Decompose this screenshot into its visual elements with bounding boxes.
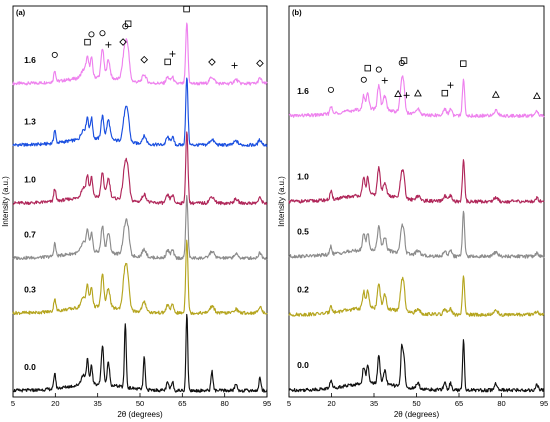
x-tick-label: 65	[455, 399, 463, 408]
marker-diamond	[208, 58, 216, 66]
marker-circle	[360, 76, 367, 83]
marker-square	[441, 89, 449, 97]
series-label: 1.6	[297, 86, 309, 96]
series-line-0.2	[288, 275, 545, 317]
series-label: 0.5	[297, 226, 309, 236]
series-label: 0.3	[24, 284, 36, 294]
series-line-0.7	[12, 195, 268, 261]
marker-triangle	[491, 90, 500, 98]
marker-square	[124, 20, 132, 27]
series-line-1.0	[288, 159, 545, 204]
marker-square	[183, 5, 190, 13]
series-label: 0.0	[297, 360, 309, 370]
marker-square	[164, 58, 171, 66]
series-label: 1.0	[24, 174, 36, 184]
series-line-0.5	[288, 210, 545, 259]
marker-square	[460, 60, 467, 67]
x-tick-label: 5	[11, 399, 15, 408]
y-axis-title: Intensity (a.u.)	[1, 176, 10, 227]
series-line-0.3	[12, 239, 268, 316]
marker-plus	[231, 62, 238, 69]
marker-diamond	[119, 38, 127, 46]
x-axis-title: 2θ (degrees)	[117, 410, 163, 419]
series-label: 0.2	[297, 285, 309, 295]
x-tick-label: 80	[220, 399, 228, 408]
marker-plus	[447, 82, 454, 89]
marker-circle	[51, 51, 58, 58]
series-line-0.0	[12, 313, 268, 393]
panel-label: (a)	[16, 8, 26, 17]
series-label: 0.0	[24, 362, 36, 372]
marker-circle	[99, 30, 106, 37]
marker-triangle	[532, 91, 541, 100]
panel-label: (b)	[292, 8, 302, 17]
series-line-1.6	[288, 75, 545, 119]
x-tick-label: 65	[178, 399, 186, 408]
marker-circle	[88, 31, 95, 38]
marker-square	[364, 64, 371, 72]
x-tick-label: 35	[370, 399, 378, 408]
marker-diamond	[256, 59, 264, 68]
series-label: 1.3	[24, 116, 36, 126]
x-tick-label: 50	[136, 399, 144, 408]
marker-triangle	[413, 89, 422, 97]
panel-a: (a) 5 20 35 50 65 80 95 2θ (degrees) Intensity (a…	[1, 5, 271, 419]
x-tick-label: 20	[327, 399, 335, 408]
x-tick-label: 80	[497, 399, 505, 408]
x-axis-title: 2θ (degrees)	[394, 410, 440, 419]
marker-diamond	[140, 55, 149, 64]
marker-plus	[105, 41, 112, 48]
series-line-1.3	[12, 77, 268, 147]
y-axis-title: Intensity (a.u.)	[277, 176, 286, 227]
marker-plus	[403, 92, 410, 99]
x-tick-label: 20	[51, 399, 59, 408]
series-line-0.0	[288, 339, 545, 393]
marker-plus	[169, 50, 176, 57]
marker-square	[84, 38, 91, 46]
marker-circle	[375, 66, 382, 73]
marker-square	[400, 57, 408, 64]
x-tick-label: 95	[540, 399, 548, 408]
x-tick-label: 5	[287, 399, 291, 408]
series-label: 1.0	[297, 172, 309, 182]
series-line-1.6	[12, 22, 268, 86]
x-tick-label: 35	[93, 399, 101, 408]
panel-b: (b) 5 20 35 50 65 80 95 2θ (degrees) Intensity (a…	[277, 5, 548, 419]
series-label: 0.7	[24, 229, 36, 239]
marker-triangle	[394, 89, 403, 97]
marker-plus	[381, 77, 388, 84]
x-tick-label: 95	[263, 399, 271, 408]
marker-circle	[327, 86, 334, 93]
series-label: 1.6	[24, 55, 36, 65]
series-line-1.0	[12, 131, 268, 206]
x-tick-label: 50	[412, 399, 420, 408]
